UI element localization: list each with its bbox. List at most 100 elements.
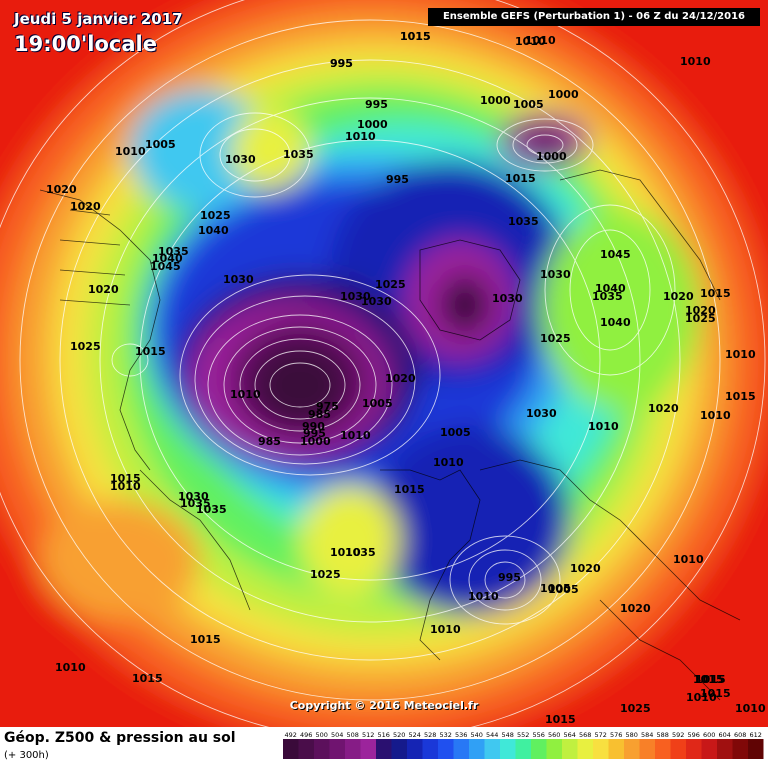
pressure-label: 1025	[620, 702, 651, 715]
scale-label: 588	[657, 731, 669, 739]
scale-swatch	[453, 739, 469, 759]
pressure-label: 1010	[433, 456, 464, 469]
scale-swatch	[717, 739, 733, 759]
pressure-label: 1020	[570, 562, 601, 575]
scale-label: 600	[703, 731, 715, 739]
scale-swatch	[624, 739, 640, 759]
scale-swatch	[732, 739, 748, 759]
pressure-label: 1035	[592, 290, 623, 303]
pressure-label: 1015	[400, 30, 431, 43]
isobars	[0, 0, 765, 727]
scale-swatch	[298, 739, 314, 759]
pressure-label: 1015	[700, 687, 731, 700]
pressure-label: 1020	[70, 200, 101, 213]
pressure-label: 1015	[545, 713, 576, 726]
pressure-label: 1010	[686, 691, 717, 704]
pressure-label: 1035	[283, 148, 314, 161]
pressure-label: 1010	[430, 623, 461, 636]
pressure-label: 1010	[673, 553, 704, 566]
pressure-label: 995	[365, 98, 388, 111]
pressure-label: 1015	[505, 172, 536, 185]
pressure-label: 1005	[513, 98, 544, 111]
forecast-date: Jeudi 5 janvier 2017	[14, 10, 183, 28]
scale-swatch	[593, 739, 609, 759]
pressure-label: 1005	[548, 583, 579, 596]
pressure-label: 1025	[200, 209, 231, 222]
pressure-label: 1015	[135, 345, 166, 358]
pressure-label: 1040	[198, 224, 229, 237]
pressure-label: 975	[316, 400, 339, 413]
scale-swatch	[562, 739, 578, 759]
pressure-label: 995	[386, 173, 409, 186]
scale-swatch	[577, 739, 593, 759]
pressure-label: 1030	[540, 268, 571, 281]
scale-label: 520	[393, 731, 405, 739]
scale-swatch	[283, 739, 299, 759]
pressure-label: 1020	[88, 283, 119, 296]
pressure-label: 1000	[480, 94, 511, 107]
pressure-label: 1010	[345, 130, 376, 143]
pressure-label: 1025	[70, 340, 101, 353]
scale-swatch	[438, 739, 454, 759]
scale-swatch	[670, 739, 686, 759]
pressure-label: 990	[302, 420, 325, 433]
pressure-label: 1030	[492, 292, 523, 305]
scale-swatch	[500, 739, 516, 759]
pressure-label: 1030	[223, 273, 254, 286]
scale-swatch	[314, 739, 330, 759]
pressure-label: 1005	[540, 582, 571, 595]
scale-label: 508	[347, 731, 359, 739]
chart-title: Géop. Z500 & pression au sol	[4, 730, 236, 746]
pressure-label: 1010	[515, 35, 546, 48]
pressure-label: 1005	[145, 138, 176, 151]
pressure-label: 1035	[196, 503, 227, 516]
color-scale: 492 496 500 504 508 512 516 520 524 528 532 536 540 5…	[283, 731, 764, 759]
scale-swatch	[608, 739, 624, 759]
copyright: Copyright © 2016 Meteociel.fr	[289, 699, 479, 712]
scale-label: 608	[734, 731, 746, 739]
pressure-label: 1000	[548, 88, 579, 101]
pressure-label: 1010	[110, 480, 141, 493]
scale-swatch	[515, 739, 531, 759]
scale-label: 584	[641, 731, 653, 739]
scale-label: 504	[331, 731, 343, 739]
pressure-label: 1015	[190, 633, 221, 646]
scale-swatch	[360, 739, 376, 759]
pressure-label: 1040	[595, 282, 626, 295]
pressure-label: 1045	[600, 248, 631, 261]
scale-swatch	[469, 739, 485, 759]
pressure-label: 995	[303, 427, 326, 440]
pressure-label: 1035	[180, 497, 211, 510]
pressure-label: 1010	[115, 145, 146, 158]
scale-label: 532	[440, 731, 452, 739]
scale-swatch	[391, 739, 407, 759]
scale-swatch	[376, 739, 392, 759]
pressure-label: 1005	[440, 426, 471, 439]
scale-label: 544	[486, 731, 498, 739]
scale-swatch	[639, 739, 655, 759]
scale-swatch	[484, 739, 500, 759]
pressure-label: 1035	[158, 245, 189, 258]
scale-swatch	[345, 739, 361, 759]
scale-swatch	[531, 739, 547, 759]
scale-label: 552	[517, 731, 529, 739]
pressure-label: 1020	[663, 290, 694, 303]
pressure-label: 1015	[110, 472, 141, 485]
pressure-label: 1010	[700, 409, 731, 422]
scale-label: 516	[378, 731, 390, 739]
pressure-label: 1030	[178, 490, 209, 503]
scale-label: 528	[424, 731, 436, 739]
scale-label: 580	[626, 731, 638, 739]
scale-label: 556	[533, 731, 545, 739]
pressure-label: 1025	[310, 568, 341, 581]
pressure-label: 1000	[300, 435, 331, 448]
scale-label: 564	[564, 731, 576, 739]
scale-swatch	[748, 739, 764, 759]
pressure-label: 1000	[536, 150, 567, 163]
pressure-label: 1010	[55, 661, 86, 674]
scale-label: 576	[610, 731, 622, 739]
coastlines	[39, 169, 741, 701]
model-run-info: Ensemble GEFS (Perturbation 1) - 06 Z du…	[428, 8, 760, 26]
